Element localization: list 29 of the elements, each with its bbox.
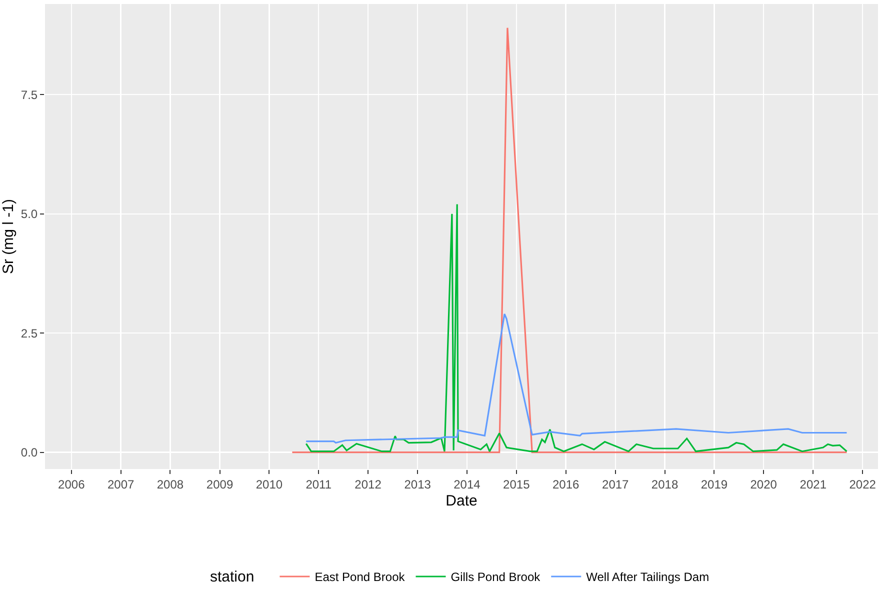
y-tick-label: 5.0 (20, 207, 38, 222)
legend-label: East Pond Brook (314, 570, 406, 584)
x-tick-label: 2006 (58, 477, 86, 492)
line-series (305, 204, 848, 452)
x-tick-label: 2013 (404, 477, 432, 492)
x-tick-label: 2010 (256, 477, 283, 492)
y-tick-label: 2.5 (20, 326, 38, 340)
y-tick-label: 7.5 (20, 88, 38, 102)
line-series (305, 313, 848, 444)
x-tick-label: 2015 (503, 477, 530, 492)
x-tick-label: 2011 (306, 477, 332, 492)
x-tick-label: 2022 (849, 477, 876, 492)
x-tick-label: 2020 (750, 477, 778, 492)
x-tick-label: 2007 (107, 477, 134, 492)
x-tick-label: 2014 (454, 477, 481, 492)
y-tick-label: 0.0 (20, 446, 38, 460)
x-tick-label: 2008 (156, 477, 184, 492)
y-axis-title: Sr (mg l -1) (0, 198, 17, 274)
x-tick-label: 2017 (602, 477, 630, 492)
x-tick-label: 2019 (700, 477, 728, 492)
legend-label: Gills Pond Brook (450, 570, 542, 584)
legend-label: Well After Tailings Dam (586, 570, 710, 584)
x-tick-label: 2016 (552, 477, 580, 492)
legend-title: station (210, 568, 267, 586)
x-tick-label: 2021 (800, 477, 827, 492)
x-axis-title: Date (446, 492, 478, 510)
x-tick-label: 2018 (651, 477, 678, 492)
x-tick-label: 2012 (354, 477, 382, 492)
x-tick-label: 2009 (206, 477, 234, 492)
